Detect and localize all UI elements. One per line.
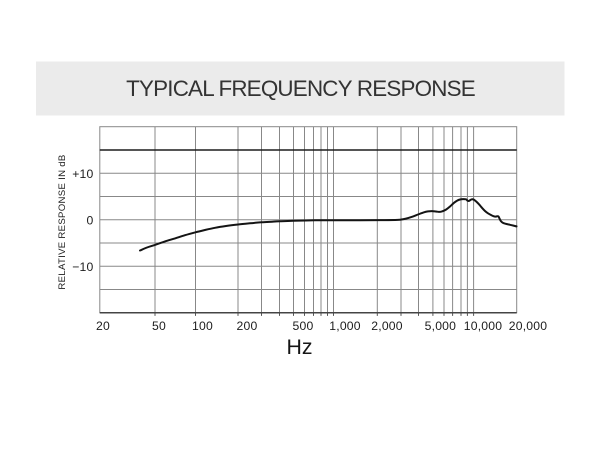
- svg-text:20,000: 20,000: [509, 319, 547, 333]
- svg-text:50: 50: [152, 319, 166, 333]
- svg-text:1,000: 1,000: [329, 319, 361, 333]
- svg-text:0: 0: [87, 214, 94, 228]
- svg-text:+10: +10: [72, 167, 93, 181]
- svg-text:20: 20: [96, 319, 110, 333]
- svg-text:RELATIVE RESPONSE IN dB: RELATIVE RESPONSE IN dB: [57, 154, 68, 289]
- svg-text:Hz: Hz: [286, 335, 312, 359]
- svg-text:−10: −10: [72, 260, 93, 274]
- svg-text:100: 100: [192, 319, 213, 333]
- svg-text:500: 500: [293, 319, 314, 333]
- svg-text:200: 200: [237, 319, 258, 333]
- svg-text:10,000: 10,000: [464, 319, 502, 333]
- svg-text:5,000: 5,000: [425, 319, 457, 333]
- svg-text:TYPICAL FREQUENCY RESPONSE: TYPICAL FREQUENCY RESPONSE: [126, 76, 475, 101]
- svg-text:2,000: 2,000: [371, 319, 403, 333]
